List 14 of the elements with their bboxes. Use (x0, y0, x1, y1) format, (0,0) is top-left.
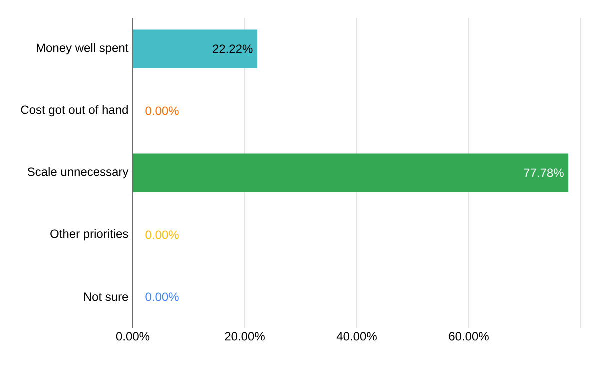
data-label: 22.22% (213, 44, 253, 54)
x-tick-label: 20.00% (225, 332, 265, 341)
data-label: 0.00% (146, 292, 179, 302)
x-tick-label: 40.00% (336, 332, 377, 341)
y-tick-label: Cost got out of hand (21, 105, 128, 117)
data-label: 0.00% (146, 106, 179, 116)
y-tick-label: Not sure (84, 292, 128, 302)
data-label: 77.78% (524, 168, 564, 178)
x-tick-label: 60.00% (449, 332, 489, 341)
data-label: 0.00% (146, 230, 179, 240)
y-tick-label: Scale unnecessary (28, 167, 129, 179)
y-tick-label: Money well spent (37, 43, 129, 55)
x-tick-label: 0.00% (116, 332, 150, 341)
y-tick-label: Other priorities (50, 229, 128, 241)
